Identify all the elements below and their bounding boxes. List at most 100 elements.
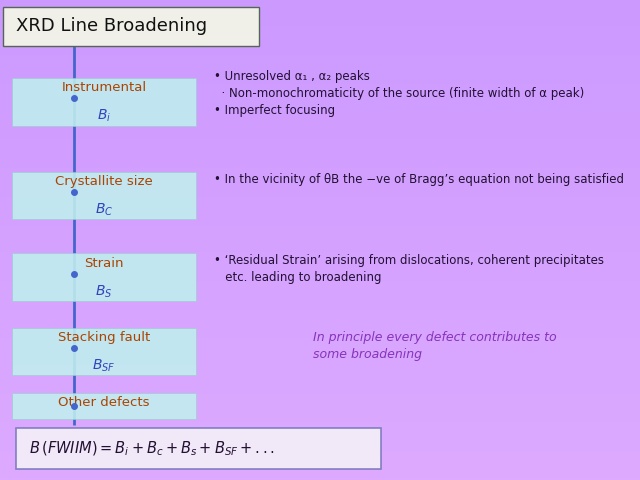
Bar [0, 94, 640, 96]
Bar [0, 19, 640, 22]
Bar [0, 202, 640, 204]
Bar [0, 48, 640, 50]
Bar [0, 26, 640, 29]
Bar [0, 413, 640, 415]
Bar [0, 125, 640, 127]
Bar [0, 214, 640, 216]
Bar [0, 430, 640, 432]
Bar [0, 257, 640, 259]
Bar [0, 338, 640, 341]
Text: • Unresolved α₁ , α₂ peaks
  · Non-monochromaticity of the source (finite width : • Unresolved α₁ , α₂ peaks · Non-monochr… [214, 70, 585, 117]
Bar [0, 60, 640, 62]
Bar [0, 403, 640, 406]
Bar [0, 151, 640, 154]
Bar [0, 110, 640, 113]
Bar [0, 382, 640, 384]
Bar [0, 103, 640, 106]
FancyBboxPatch shape [12, 78, 196, 126]
Text: $B_{S}$: $B_{S}$ [95, 283, 113, 300]
Bar [0, 386, 640, 389]
Bar [0, 353, 640, 355]
Bar [0, 329, 640, 331]
Bar [0, 346, 640, 348]
Bar [0, 41, 640, 43]
Bar [0, 206, 640, 209]
Bar [0, 149, 640, 151]
Bar [0, 22, 640, 24]
Bar [0, 168, 640, 170]
Bar [0, 322, 640, 324]
Bar [0, 101, 640, 103]
FancyBboxPatch shape [12, 172, 196, 219]
Bar [0, 454, 640, 456]
Bar [0, 118, 640, 120]
Bar [0, 269, 640, 271]
Bar [0, 134, 640, 137]
Bar [0, 274, 640, 276]
Bar [0, 84, 640, 86]
Bar [0, 262, 640, 264]
FancyBboxPatch shape [16, 428, 381, 469]
Bar [0, 211, 640, 214]
FancyBboxPatch shape [12, 328, 196, 375]
Bar [0, 156, 640, 158]
Bar [0, 77, 640, 79]
Bar [0, 290, 640, 293]
Bar [0, 233, 640, 235]
Bar [0, 408, 640, 410]
Bar [0, 475, 640, 478]
Text: $B_{SF}$: $B_{SF}$ [92, 358, 116, 374]
Bar [0, 434, 640, 437]
Bar [0, 444, 640, 446]
Bar [0, 240, 640, 242]
Bar [0, 425, 640, 427]
Bar [0, 182, 640, 185]
Bar [0, 46, 640, 48]
Bar [0, 72, 640, 74]
Bar [0, 79, 640, 82]
FancyBboxPatch shape [12, 253, 196, 301]
Text: • In the vicinity of θB the −ve of Bragg’s equation not being satisfied: • In the vicinity of θB the −ve of Bragg… [214, 173, 625, 186]
Text: Crystallite size: Crystallite size [55, 175, 153, 188]
Bar [0, 379, 640, 382]
Bar [0, 307, 640, 310]
Bar [0, 55, 640, 58]
Bar [0, 12, 640, 14]
Bar [0, 283, 640, 286]
Bar [0, 365, 640, 367]
Text: $B_{C}$: $B_{C}$ [95, 202, 113, 218]
Bar [0, 362, 640, 365]
Bar [0, 132, 640, 134]
Text: $B\,(FWIIM) = B_{i} + B_{c} + B_{s} + B_{SF} + ...$: $B\,(FWIIM) = B_{i} + B_{c} + B_{s} + B_… [29, 439, 275, 458]
Bar [0, 420, 640, 422]
Bar [0, 139, 640, 142]
Bar [0, 209, 640, 211]
Bar [0, 74, 640, 77]
Bar [0, 286, 640, 288]
Bar [0, 247, 640, 250]
Bar [0, 197, 640, 199]
Bar [0, 70, 640, 72]
Bar [0, 235, 640, 238]
Text: Other defects: Other defects [58, 396, 150, 409]
Bar [0, 146, 640, 149]
Bar [0, 14, 640, 17]
Bar [0, 175, 640, 178]
Bar [0, 305, 640, 307]
Bar [0, 343, 640, 346]
Bar [0, 389, 640, 391]
Bar [0, 461, 640, 463]
Bar [0, 86, 640, 89]
Bar [0, 142, 640, 144]
Bar [0, 317, 640, 319]
Bar [0, 238, 640, 240]
Bar [0, 367, 640, 370]
Bar [0, 410, 640, 413]
Bar [0, 326, 640, 329]
Bar [0, 204, 640, 206]
Bar [0, 250, 640, 252]
Bar [0, 463, 640, 466]
Bar [0, 259, 640, 262]
Bar [0, 319, 640, 322]
Bar [0, 355, 640, 358]
